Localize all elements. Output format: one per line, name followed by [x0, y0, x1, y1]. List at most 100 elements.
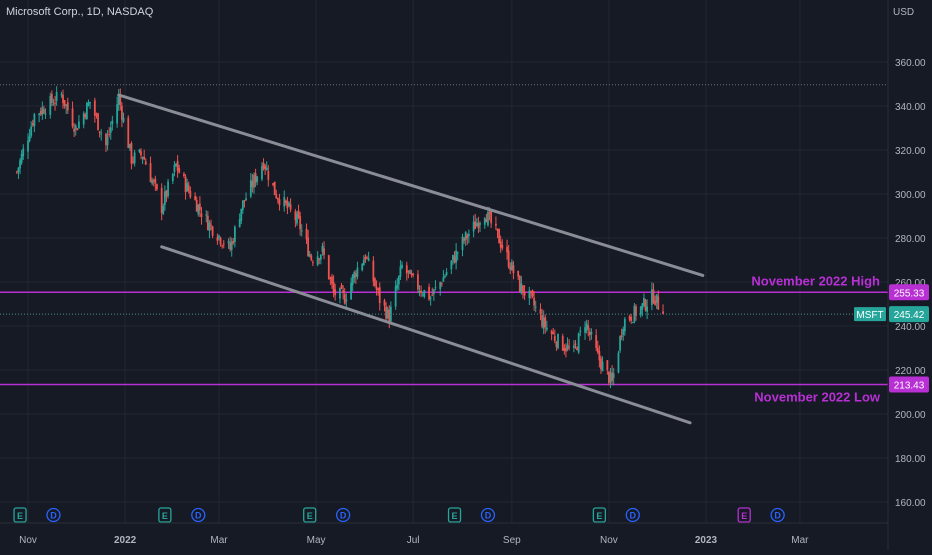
candle-body: [442, 277, 445, 282]
candle: [340, 282, 343, 290]
candle-body: [345, 299, 348, 302]
candle-body: [109, 127, 112, 133]
candle-body: [310, 255, 313, 260]
candle-body: [82, 113, 85, 125]
earnings-marker[interactable]: [447, 507, 462, 523]
channel-upper-line[interactable]: [117, 93, 705, 277]
candle: [307, 229, 310, 257]
candle: [385, 302, 387, 322]
earnings-icon[interactable]: E: [447, 507, 462, 523]
candle: [510, 259, 513, 271]
candle: [211, 225, 214, 239]
candle: [210, 219, 212, 231]
candle: [66, 97, 69, 114]
level-price-tag: [889, 376, 929, 393]
candle-body: [297, 210, 300, 218]
level-price-tag: [889, 284, 929, 301]
candle-body: [534, 306, 537, 308]
earnings-icon[interactable]: E: [13, 507, 27, 523]
candle: [574, 340, 577, 349]
candle: [41, 101, 44, 120]
candle-body: [479, 222, 481, 225]
earnings-icon[interactable]: E: [592, 507, 607, 523]
candle-body: [22, 148, 25, 157]
candle-body: [351, 274, 354, 285]
candle-body: [428, 286, 430, 300]
candle-body: [609, 372, 612, 383]
dividend-icon[interactable]: D: [770, 507, 785, 523]
x-tick-label: Jul: [407, 535, 420, 546]
candle: [394, 280, 397, 310]
earnings-marker[interactable]: [592, 507, 607, 523]
candle: [423, 289, 426, 299]
symbol-title[interactable]: Microsoft Corp., 1D, NASDAQ: [6, 6, 154, 18]
candle-body: [162, 206, 165, 214]
candle-body: [488, 212, 491, 214]
dividend-icon[interactable]: D: [46, 507, 61, 523]
dividend-icon[interactable]: D: [335, 507, 351, 523]
candle: [243, 199, 246, 208]
earnings-marker[interactable]: [158, 507, 172, 523]
candle-body: [579, 330, 582, 333]
candle: [431, 287, 434, 297]
candle-body: [377, 288, 380, 291]
candle: [541, 308, 543, 329]
candle: [452, 254, 454, 265]
candle: [351, 273, 354, 292]
horizontal-levels[interactable]: November 2022 High November 2022 Low: [0, 273, 888, 404]
dividend-icon[interactable]: D: [480, 507, 496, 523]
candle: [106, 130, 109, 151]
candle: [89, 101, 91, 110]
candle-body: [151, 180, 154, 184]
candle: [372, 256, 375, 287]
candle-body: [501, 244, 504, 249]
candle-body: [187, 185, 190, 192]
earnings-icon[interactable]: E: [737, 507, 751, 523]
channel-lower-line[interactable]: [160, 245, 692, 425]
candle: [232, 238, 235, 245]
earnings-marker[interactable]: [303, 507, 317, 523]
candle: [121, 102, 123, 128]
trend-channel[interactable]: [117, 93, 705, 425]
candle-body: [299, 216, 302, 230]
earnings-icon[interactable]: E: [158, 507, 172, 523]
dividend-marker[interactable]: [480, 507, 496, 523]
candle: [655, 294, 658, 309]
candle: [308, 250, 311, 258]
dividend-marker[interactable]: [770, 507, 785, 523]
dividend-marker[interactable]: [335, 507, 351, 523]
earnings-marker[interactable]: [737, 507, 751, 523]
candle: [590, 328, 593, 340]
candle: [375, 280, 378, 296]
candle-body: [439, 282, 442, 290]
dividend-icon[interactable]: D: [191, 507, 206, 523]
level-price-value: 213.43: [894, 380, 925, 391]
dividend-marker[interactable]: [625, 507, 640, 523]
candle-body: [276, 198, 279, 200]
dividend-marker[interactable]: [46, 507, 61, 523]
candle-body: [434, 287, 437, 289]
candle: [383, 298, 386, 312]
candle: [367, 251, 370, 262]
candle: [230, 237, 233, 257]
candle: [229, 236, 232, 252]
candle: [472, 215, 475, 238]
earnings-marker[interactable]: [13, 507, 27, 523]
candle-body: [176, 160, 179, 171]
candle: [479, 221, 481, 232]
candle: [299, 211, 302, 236]
candle: [187, 181, 190, 194]
candle: [657, 290, 660, 311]
dividend-icon[interactable]: D: [625, 507, 640, 523]
dividend-marker[interactable]: [191, 507, 206, 523]
candle-body: [62, 94, 64, 104]
candle: [386, 306, 389, 320]
candle: [475, 218, 478, 227]
earnings-icon[interactable]: E: [303, 507, 317, 523]
candle: [111, 115, 114, 131]
candle-body: [405, 265, 408, 274]
candle: [205, 210, 208, 223]
